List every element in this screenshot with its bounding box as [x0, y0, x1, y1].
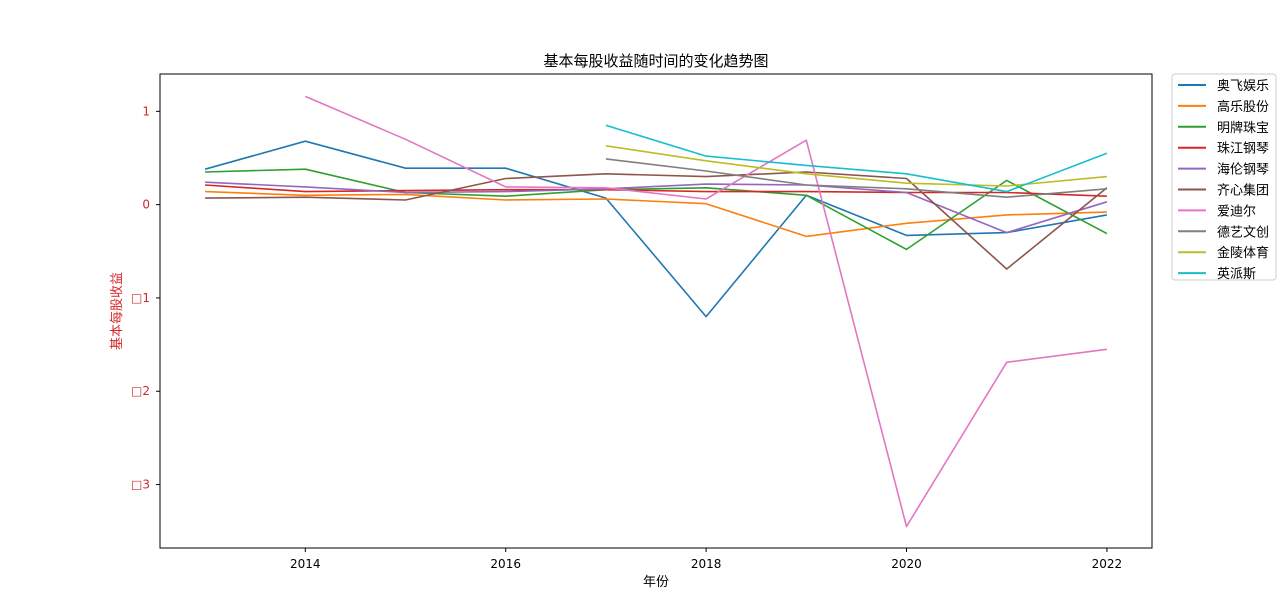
y-tick-label: □1 [131, 291, 150, 305]
series-line-2 [205, 168, 1108, 251]
series-line-4 [205, 181, 1108, 234]
y-axis-ticks: 1 0 □1 □2 □3 [131, 104, 160, 492]
y-tick-label: □2 [131, 384, 150, 398]
series-line-9 [605, 124, 1108, 193]
series-line-0 [204, 140, 1108, 318]
legend-label: 齐心集团 [1217, 183, 1269, 199]
series-line-1 [205, 190, 1107, 238]
series-line-6 [304, 95, 1108, 528]
series-line-8 [605, 145, 1107, 187]
series-line-7 [605, 158, 1107, 198]
x-tick-label: 2022 [1092, 557, 1123, 571]
plot-frame [159, 73, 1153, 549]
x-tick-label: 2018 [691, 557, 722, 571]
y-tick-label: □3 [131, 478, 150, 492]
legend-label: 金陵体育 [1217, 245, 1269, 261]
legend-label: 明牌珠宝 [1217, 120, 1269, 136]
y-tick-label: 0 [142, 198, 150, 212]
legend-label: 爱迪尔 [1217, 204, 1256, 219]
legend-label: 海伦钢琴 [1217, 163, 1269, 178]
plot-lines [204, 95, 1108, 528]
x-axis-label: 年份 [643, 575, 669, 590]
x-tick-label: 2016 [490, 557, 521, 571]
legend-label: 珠江钢琴 [1217, 142, 1269, 157]
legend-label: 奥飞娱乐 [1217, 79, 1269, 94]
x-tick-label: 2020 [891, 557, 922, 571]
legend-label: 英派斯 [1217, 267, 1256, 282]
x-axis-ticks: 2014 2016 2018 2020 2022 [290, 548, 1122, 571]
legend-label: 高乐股份 [1217, 99, 1269, 115]
legend-label: 德艺文创 [1217, 225, 1269, 240]
chart-title: 基本每股收益随时间的变化趋势图 [543, 52, 768, 70]
legend-frame [1171, 73, 1277, 281]
y-axis-label: 基本每股收益 [109, 272, 125, 350]
x-tick-label: 2014 [290, 557, 321, 571]
series-line-5 [205, 171, 1108, 270]
y-tick-label: 1 [142, 104, 150, 118]
